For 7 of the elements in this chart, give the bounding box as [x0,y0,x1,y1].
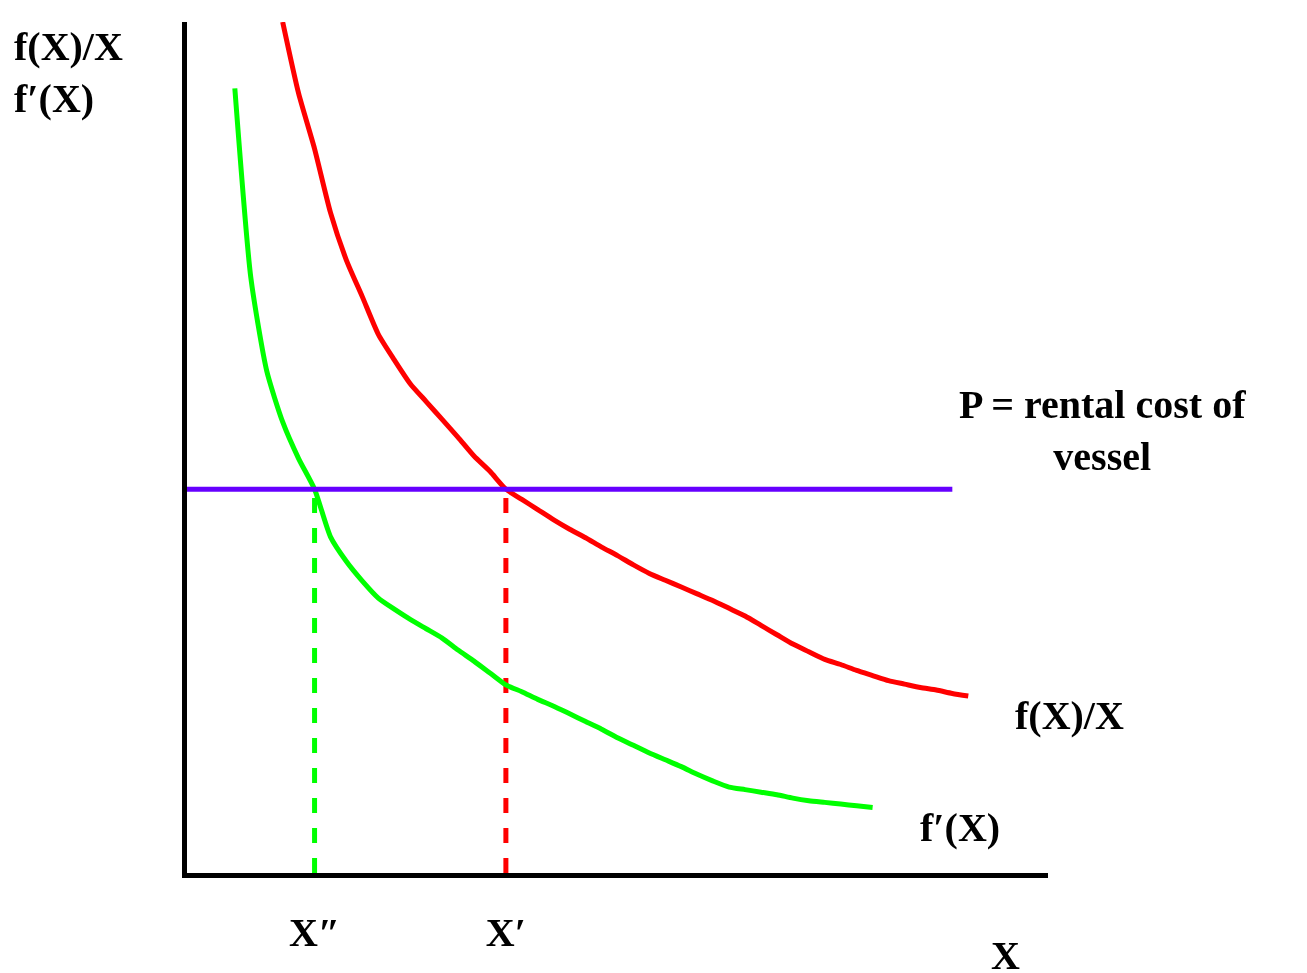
x-axis-title: X [991,933,1020,973]
x-tick-label: X′ [485,910,526,955]
series-label: P = rental cost of vessel [959,382,1247,479]
x-tick-label: X″ [289,910,341,955]
y-axis-title: f(X)/X f′(X) [14,24,123,121]
series-label: f(X)/X [1015,693,1124,738]
series-label: f′(X) [920,805,1001,850]
